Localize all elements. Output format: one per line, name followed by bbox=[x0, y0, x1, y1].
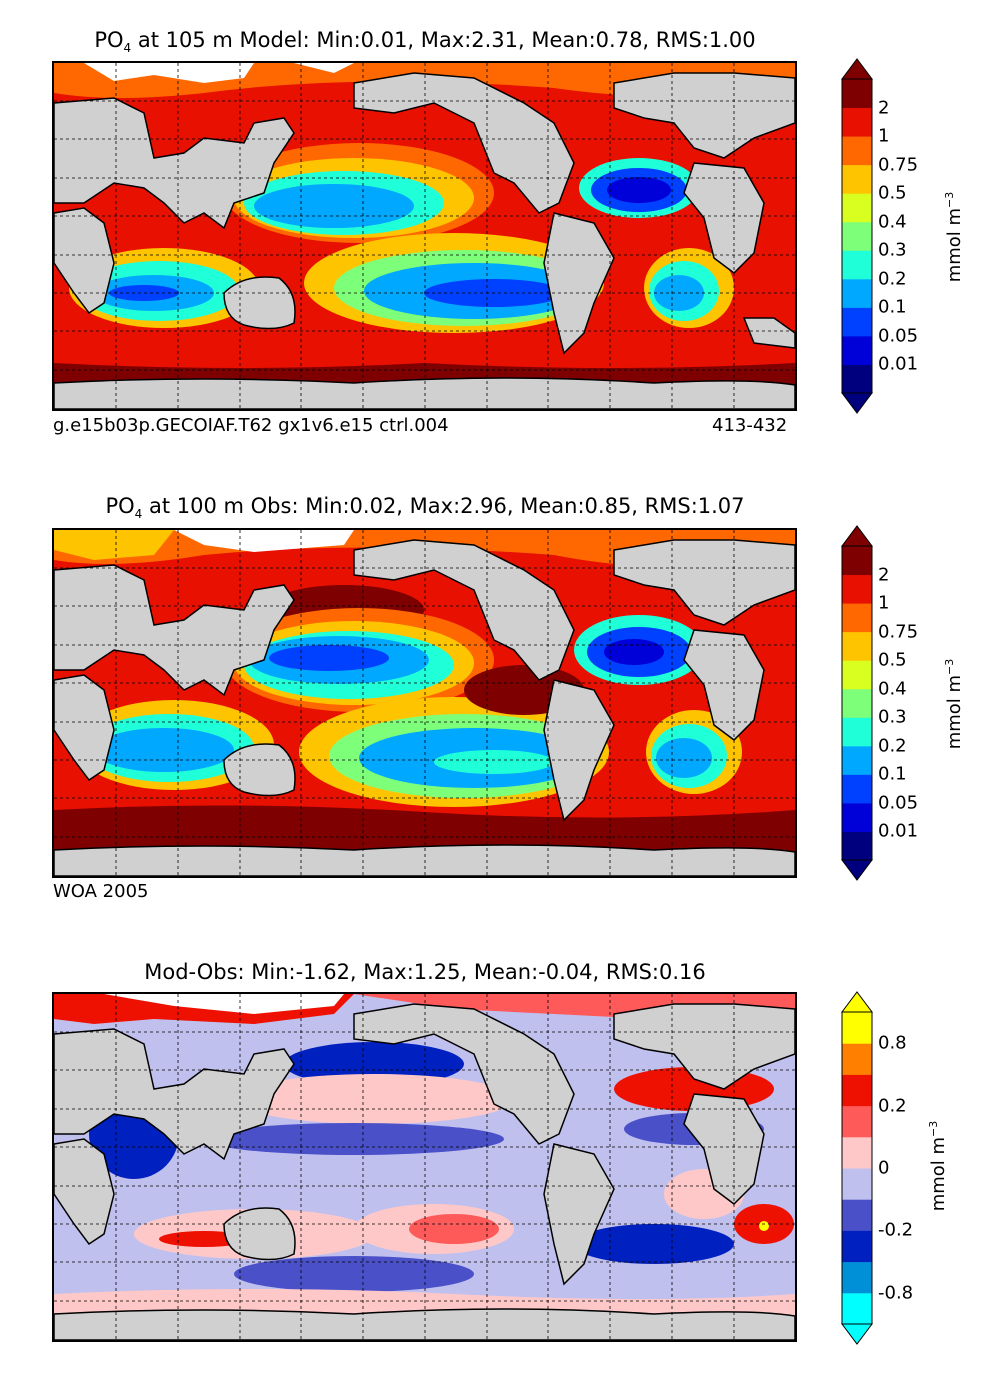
colorbar-frame bbox=[841, 78, 873, 394]
colorbar-segment bbox=[842, 250, 872, 280]
colorbar-tick-label: 0.1 bbox=[878, 296, 907, 318]
colorbar-tick-label: 0 bbox=[878, 1157, 890, 1179]
colorbar-tick-label: 0.05 bbox=[878, 325, 919, 347]
colorbar-tick-label: 0.1 bbox=[878, 763, 907, 785]
panel1-colorbar bbox=[841, 58, 873, 414]
colorbar-segment bbox=[842, 79, 872, 109]
colorbar-extend-min bbox=[841, 392, 873, 414]
colorbar-segment bbox=[842, 802, 872, 832]
colorbar-tick-label: 0.4 bbox=[878, 678, 907, 700]
colorbar-segment bbox=[842, 688, 872, 718]
panel2-map bbox=[52, 528, 797, 878]
colorbar-segment bbox=[842, 107, 872, 137]
colorbar-segment bbox=[842, 335, 872, 365]
colorbar-tick-label: -0.8 bbox=[878, 1282, 914, 1304]
colorbar-frame bbox=[841, 545, 873, 861]
colorbar-segment bbox=[842, 1292, 872, 1325]
panel3-title: Mod-Obs: Min:-1.62, Max:1.25, Mean:-0.04… bbox=[144, 960, 706, 984]
colorbar-tick-label: 0.75 bbox=[878, 621, 919, 643]
colorbar-segment bbox=[842, 307, 872, 337]
colorbar-segment bbox=[842, 660, 872, 690]
panel1-years: 413-432 bbox=[712, 415, 788, 436]
colorbar-segment bbox=[842, 1043, 872, 1075]
colorbar-tick-label: 0.3 bbox=[878, 706, 907, 728]
colorbar-extend-max bbox=[841, 991, 873, 1013]
colorbar-extend-max bbox=[841, 525, 873, 547]
colorbar-segment bbox=[842, 717, 872, 747]
colorbar-tick-label: 1 bbox=[878, 592, 890, 614]
colorbar-extend-min bbox=[841, 1323, 873, 1345]
colorbar-segment bbox=[842, 1261, 872, 1294]
colorbar-tick-label: 0.01 bbox=[878, 353, 919, 375]
colorbar-segment bbox=[842, 574, 872, 604]
colorbar-segment bbox=[842, 136, 872, 166]
panel1-title: PO4 at 105 m Model: Min:0.01, Max:2.31, … bbox=[94, 28, 756, 56]
colorbar-segment bbox=[842, 1168, 872, 1200]
panel3-colorbar-unit: mmol m−3 bbox=[927, 1120, 949, 1212]
colorbar-segment bbox=[842, 193, 872, 223]
colorbar-segment bbox=[842, 631, 872, 661]
colorbar-segment bbox=[842, 1074, 872, 1107]
colorbar-tick-label: 0.01 bbox=[878, 820, 919, 842]
colorbar-segment bbox=[842, 221, 872, 251]
colorbar-segment bbox=[842, 1199, 872, 1231]
panel2-source: WOA 2005 bbox=[53, 881, 149, 902]
colorbar-tick-label: 0.05 bbox=[878, 792, 919, 814]
panel1-colorbar-unit: mmol m−3 bbox=[943, 191, 965, 283]
colorbar-tick-label: 0.5 bbox=[878, 182, 907, 204]
colorbar-tick-label: 2 bbox=[878, 564, 890, 586]
colorbar-tick-label: 2 bbox=[878, 97, 890, 119]
colorbar-segment bbox=[842, 1012, 872, 1044]
colorbar-tick-label: 0.4 bbox=[878, 211, 907, 233]
panel2-colorbar-unit: mmol m−3 bbox=[943, 658, 965, 750]
colorbar-segment bbox=[842, 278, 872, 308]
colorbar-segment bbox=[842, 1105, 872, 1138]
panel1-map bbox=[52, 61, 797, 411]
colorbar-tick-label: 0.2 bbox=[878, 1095, 907, 1117]
colorbar-segment bbox=[842, 364, 872, 394]
colorbar-tick-label: -0.2 bbox=[878, 1219, 914, 1241]
colorbar-segment bbox=[842, 546, 872, 576]
colorbar-segment bbox=[842, 745, 872, 775]
colorbar-segment bbox=[842, 603, 872, 633]
colorbar-segment bbox=[842, 164, 872, 194]
panel3-colorbar bbox=[841, 991, 873, 1345]
colorbar-segment bbox=[842, 774, 872, 804]
colorbar-segment bbox=[842, 831, 872, 861]
colorbar-tick-label: 0.2 bbox=[878, 735, 907, 757]
colorbar-segment bbox=[842, 1230, 872, 1263]
colorbar-tick-label: 0.8 bbox=[878, 1032, 907, 1054]
colorbar-tick-label: 1 bbox=[878, 125, 890, 147]
colorbar-tick-label: 0.5 bbox=[878, 649, 907, 671]
colorbar-extend-max bbox=[841, 58, 873, 80]
colorbar-tick-label: 0.3 bbox=[878, 239, 907, 261]
colorbar-extend-min bbox=[841, 859, 873, 881]
panel1-run-id: g.e15b03p.GECOIAF.T62 gx1v6.e15 ctrl.004 bbox=[53, 415, 449, 436]
panel2-colorbar bbox=[841, 525, 873, 881]
panel2-title: PO4 at 100 m Obs: Min:0.02, Max:2.96, Me… bbox=[105, 494, 745, 522]
colorbar-frame bbox=[841, 1011, 873, 1325]
panel3-map bbox=[52, 992, 797, 1342]
colorbar-tick-label: 0.75 bbox=[878, 154, 919, 176]
colorbar-tick-label: 0.2 bbox=[878, 268, 907, 290]
colorbar-segment bbox=[842, 1136, 872, 1169]
